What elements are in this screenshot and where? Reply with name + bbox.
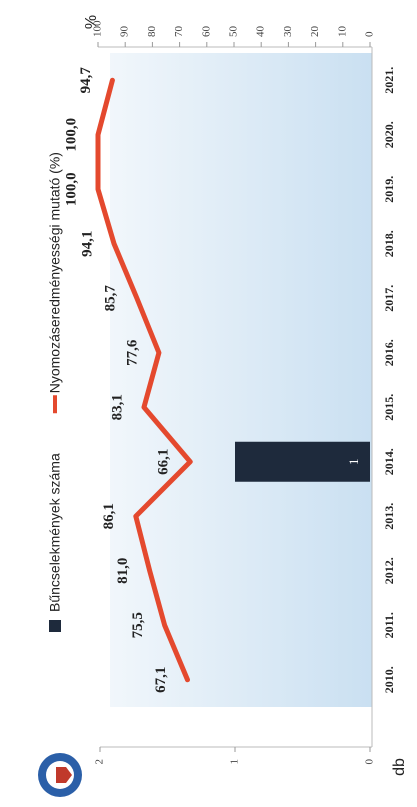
y2-tick-label: 50 <box>228 26 240 38</box>
y2-tick-label: 60 <box>200 26 212 38</box>
data-label: 100,0 <box>63 118 79 152</box>
y-tick-label: 1 <box>229 759 241 765</box>
y-tick-label: 0 <box>364 759 376 765</box>
data-label: 85,7 <box>102 285 118 312</box>
x-tick-label: 2019. <box>382 176 396 203</box>
data-label: 100,0 <box>63 172 79 206</box>
data-label: 94,1 <box>79 231 95 257</box>
x-tick-label: 2012. <box>382 557 396 584</box>
x-tick-label: 2010. <box>382 666 396 693</box>
data-label: 77,6 <box>124 339 140 366</box>
y2-tick-label: 80 <box>146 26 158 38</box>
x-tick-label: 2017. <box>382 285 396 312</box>
logo <box>38 753 82 797</box>
data-label: 67,1 <box>153 667 169 693</box>
legend-label: Nyomozáseredményességi mutató (%) <box>47 152 63 393</box>
data-label: 94,7 <box>78 67 94 94</box>
y2-tick-label: 20 <box>309 26 321 38</box>
y2-tick-label: 30 <box>282 26 294 38</box>
rotated-chart: db % 01201020304050607080901002010.2011.… <box>10 15 408 797</box>
y2-tick-label: 90 <box>119 26 131 38</box>
data-label: 66,1 <box>156 449 172 475</box>
data-label: 75,5 <box>130 612 146 638</box>
x-tick-label: 2020. <box>382 121 396 148</box>
legend-label: Bűncselekmények száma <box>47 453 63 612</box>
y2-tick-label: 40 <box>255 26 267 38</box>
y-tick-label: 2 <box>94 759 106 765</box>
data-label: 83,1 <box>109 394 125 420</box>
x-tick-label: 2014. <box>382 448 396 475</box>
x-tick-label: 2021. <box>382 67 396 94</box>
legend-swatch <box>49 620 61 632</box>
x-tick-label: 2013. <box>382 503 396 530</box>
y-axis-label: db <box>391 758 408 776</box>
y2-tick-label: 0 <box>364 31 376 37</box>
bar-value-label: 1 <box>346 459 361 466</box>
x-tick-label: 2018. <box>382 230 396 257</box>
y2-axis-label: % <box>83 15 100 29</box>
y2-tick-label: 10 <box>336 26 348 38</box>
x-tick-label: 2015. <box>382 394 396 421</box>
legend-swatch <box>53 395 57 414</box>
y2-tick-label: 100 <box>92 20 104 37</box>
bar <box>235 441 370 482</box>
photo-background <box>110 53 372 707</box>
x-tick-label: 2011. <box>382 612 396 638</box>
data-label: 81,0 <box>115 558 131 584</box>
data-label: 86,1 <box>101 503 117 529</box>
y2-tick-label: 70 <box>173 26 185 38</box>
line <box>95 77 193 683</box>
x-tick-label: 2016. <box>382 339 396 366</box>
